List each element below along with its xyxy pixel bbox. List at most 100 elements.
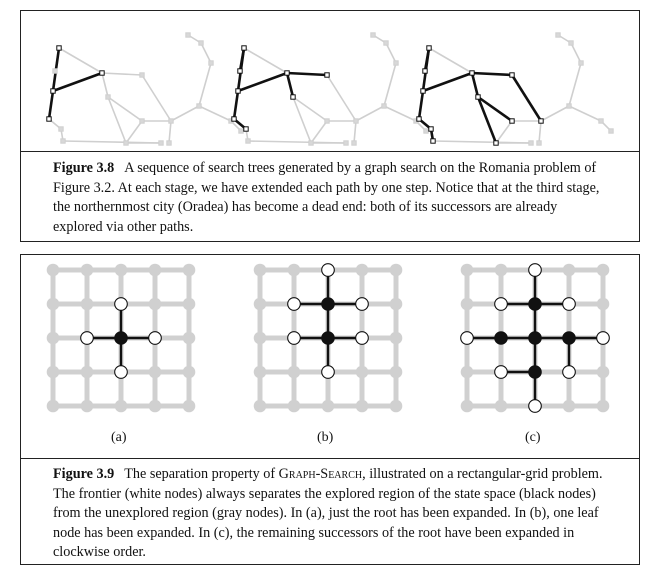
tree-node [430,138,436,144]
tree-node [50,88,56,94]
unexplored-node [114,399,128,413]
map-city [245,138,251,144]
unexplored-node [389,297,403,311]
tree-node [284,70,290,76]
frontier-node [562,297,576,311]
explored-node [114,331,128,345]
search-tree-edge [510,74,543,122]
map-road [107,96,127,144]
tree-node [231,116,237,122]
figure-3-8-label: Figure 3.8 [53,160,115,176]
explored-node [528,297,542,311]
frontier-node [528,263,542,277]
search-tree-edge [47,90,55,120]
unexplored-node [460,365,474,379]
search-tree-edge [238,47,246,72]
map-road [125,120,143,144]
unexplored-node [389,331,403,345]
frontier-node [321,365,335,379]
panel-label-b: (b) [317,430,334,445]
tree-node [422,68,428,74]
map-road [170,105,200,122]
map-road [107,96,143,122]
map-city [578,60,584,66]
unexplored-node [80,399,94,413]
search-tree-edge [417,90,425,120]
unexplored-node [182,365,196,379]
figure-3-8-divider [21,151,639,152]
explored-node [321,297,335,311]
frontier-node [114,365,128,379]
map-city [598,118,604,124]
unexplored-node [460,399,474,413]
figure-3-8-caption: Figure 3.8 A sequence of search trees gen… [53,159,609,237]
figure-3-9-caption-start: The separation property of [124,466,279,482]
map-road [326,74,357,122]
unexplored-node [287,399,301,413]
map-city [324,118,330,124]
search-tree-edge [237,71,288,93]
unexplored-node [355,263,369,277]
unexplored-node [355,399,369,413]
frontier-node [528,399,542,413]
unexplored-node [80,365,94,379]
unexplored-node [389,263,403,277]
tree-node [99,70,105,76]
tree-node [241,45,247,51]
romania-search-trees [46,32,614,146]
map-road [570,42,582,64]
frontier-node [494,365,508,379]
map-road [200,42,212,64]
unexplored-node [253,365,267,379]
unexplored-node [253,297,267,311]
map-city [185,32,191,38]
tree-node [469,70,475,76]
search-tree-edge [422,71,473,93]
tree-node [426,45,432,51]
map-city [528,140,534,146]
explored-node [321,331,335,345]
search-tree-edge [470,72,480,98]
explored-node [528,365,542,379]
frontier-node [460,331,474,345]
unexplored-node [46,365,60,379]
frontier-node [321,263,335,277]
figure-3-9-label: Figure 3.9 [53,466,115,482]
search-tree-edge [476,96,498,144]
unexplored-node [596,399,610,413]
map-city [158,140,164,146]
map-road [168,120,172,144]
map-road [385,42,397,64]
search-tree-edge [477,95,513,123]
map-road [141,74,172,122]
tree-node [475,94,481,100]
graph-search-term: Graph-Search [278,466,363,482]
map-city [105,94,111,100]
map-road [540,105,570,122]
figure-3-8-caption-text: A sequence of search trees generated by … [53,160,600,235]
figure-3-8: Figure 3.8 A sequence of search trees gen… [20,10,640,242]
explored-node [528,331,542,345]
map-city [123,140,129,146]
grid-search-diagrams [46,263,610,413]
tree-node [56,45,62,51]
tree-node [420,88,426,94]
map-road [383,105,417,122]
unexplored-node [287,263,301,277]
unexplored-node [355,365,369,379]
tree-node [509,72,515,78]
panel-label-c: (c) [525,430,541,445]
map-city [423,128,429,134]
map-city [383,40,389,46]
map-city [168,118,174,124]
tree-node [235,88,241,94]
unexplored-node [148,365,162,379]
unexplored-node [460,263,474,277]
tree-node [416,116,422,122]
map-city [198,40,204,46]
map-road [495,120,513,144]
search-tree-edge [471,71,513,77]
map-city [139,118,145,124]
frontier-node [562,365,576,379]
map-city [60,138,66,144]
